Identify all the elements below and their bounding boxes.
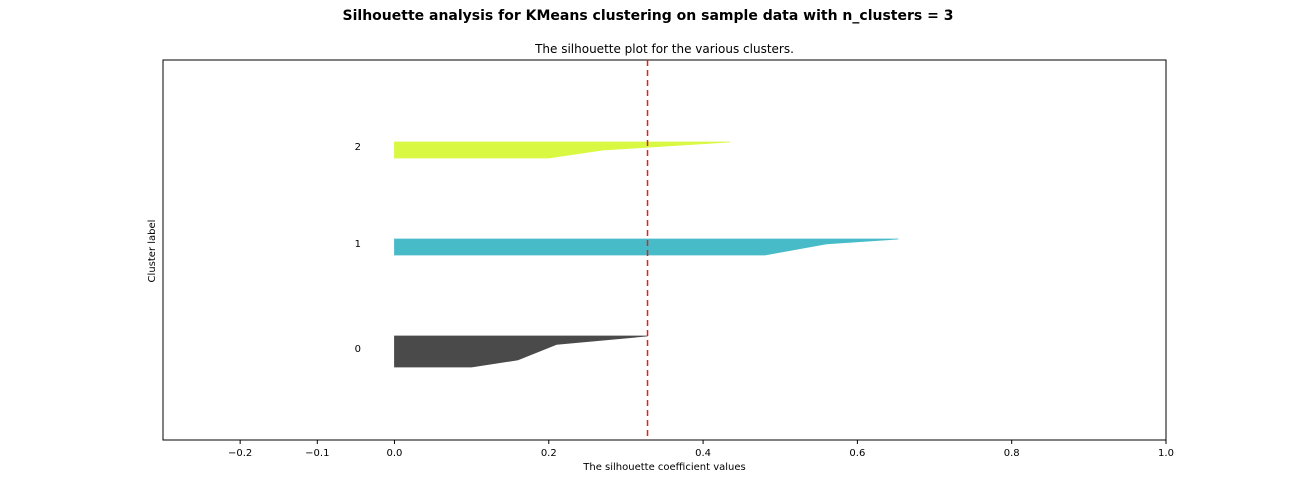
cluster-label-1: 1 <box>355 239 361 250</box>
x-tick-label: 0.0 <box>387 448 403 459</box>
x-tick-label: 0.2 <box>541 448 557 459</box>
x-tick-label: 0.6 <box>849 448 865 459</box>
x-tick-label: 1.0 <box>1158 448 1174 459</box>
silhouette-cluster-0 <box>394 335 648 368</box>
axes-title: The silhouette plot for the various clus… <box>535 42 794 56</box>
figure-suptitle: Silhouette analysis for KMeans clusterin… <box>342 8 954 24</box>
x-axis-label: The silhouette coefficient values <box>582 462 746 473</box>
plot-area-frame <box>162 59 1167 441</box>
x-tick-label: 0.4 <box>695 448 711 459</box>
silhouette-cluster-2 <box>394 141 731 159</box>
cluster-label-0: 0 <box>355 344 361 355</box>
y-axis-label: Cluster label <box>147 220 158 283</box>
x-tick-label: 0.8 <box>1004 448 1020 459</box>
silhouette-cluster-1 <box>394 238 899 256</box>
cluster-label-2: 2 <box>355 142 361 153</box>
x-tick-label: −0.1 <box>305 448 329 459</box>
x-tick-label: −0.2 <box>228 448 252 459</box>
